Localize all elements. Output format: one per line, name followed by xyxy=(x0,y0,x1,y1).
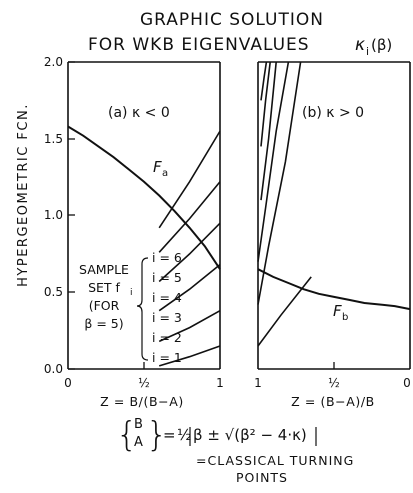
i-label-5: i = 5 xyxy=(152,270,182,285)
fb-curve xyxy=(257,268,411,311)
i-label-1: i = 1 xyxy=(152,350,182,365)
sample-curve-i6 xyxy=(158,130,221,229)
panel-b-x-ticks: 1 ½ 0 xyxy=(254,362,411,390)
formula-equals: = xyxy=(163,426,176,444)
sample-set-brace xyxy=(136,257,149,361)
title-line-1: GRAPHIC SOLUTION xyxy=(140,10,324,30)
panel-b-curve-5 xyxy=(260,61,271,147)
formula-half: ½ xyxy=(177,426,192,444)
sample-curve-i3 xyxy=(158,263,221,312)
panel-b-x-tick-label-1: ½ xyxy=(328,376,340,390)
fb-label-sub: b xyxy=(342,312,348,323)
panel-b-curve-1 xyxy=(257,276,312,347)
panel-b-curve-6 xyxy=(260,61,268,101)
panel-a-x-tick-label-1: ½ xyxy=(138,376,150,390)
y-tick-label-4: 2.0 xyxy=(44,55,63,69)
panel-a-x-tick-label-0: 0 xyxy=(64,376,72,390)
panel-a-x-label: Z = B/(B−A) xyxy=(100,394,184,409)
y-ticks: 0.0 0.5 1.0 1.5 2.0 xyxy=(44,55,75,376)
sample-curve-i5 xyxy=(158,181,221,253)
formula-lhs-bottom: A xyxy=(134,435,143,450)
turning-point-formula: { B A } = ½ β ± √(β² − 4·κ) =CLASSICAL T… xyxy=(116,415,354,485)
fa-label-sub: a xyxy=(162,168,168,179)
i-labels: i = 6 i = 5 i = 4 i = 3 i = 2 i = 1 xyxy=(152,250,182,365)
panel-a-x-ticks: 0 ½ 1 xyxy=(64,362,224,390)
formula-rhs: β ± √(β² − 4·κ) xyxy=(193,426,307,444)
panel-b-label: (b) κ > 0 xyxy=(302,105,364,121)
y-axis-label: HYPERGEOMETRIC FCN. xyxy=(16,103,31,287)
y-tick-label-3: 1.5 xyxy=(44,132,63,146)
sample-set-line-1: SAMPLE xyxy=(79,262,129,277)
panel-a-curves xyxy=(67,125,221,367)
title-line-2: FOR WKB EIGENVALUES xyxy=(88,35,310,55)
panel-b-curve-4 xyxy=(260,61,277,201)
i-label-2: i = 2 xyxy=(152,330,182,345)
formula-lhs-close-brace: } xyxy=(146,415,168,455)
formula-caption-1: =CLASSICAL TURNING xyxy=(196,453,354,468)
y-tick-label-1: 0.5 xyxy=(44,285,63,299)
sample-set-line-2: SET f xyxy=(88,280,120,295)
panel-a-x-tick-label-2: 1 xyxy=(216,376,224,390)
panel-a-label: (a) κ < 0 xyxy=(108,105,170,121)
sample-curve-i2 xyxy=(158,310,221,343)
fa-label: F xyxy=(153,158,162,176)
panel-b-x-tick-label-2: 0 xyxy=(403,376,411,390)
title-kappa: κ xyxy=(355,35,365,55)
sample-set-label: SAMPLE SET f i (FOR β = 5) xyxy=(79,262,132,331)
formula-caption-2: POINTS xyxy=(236,470,288,485)
title-kappa-sub: i xyxy=(366,45,369,58)
i-label-4: i = 4 xyxy=(152,290,182,305)
y-tick-label-2: 1.0 xyxy=(44,208,63,222)
fb-label: F xyxy=(333,302,342,320)
sample-curve-i4 xyxy=(158,222,221,283)
sample-set-sub: i xyxy=(130,288,133,298)
panel-b-x-tick-label-0: 1 xyxy=(254,376,262,390)
y-tick-label-0: 0.0 xyxy=(44,362,63,376)
sample-set-line-4: β = 5) xyxy=(84,316,123,331)
formula-lhs-open-brace: { xyxy=(116,415,138,455)
i-label-6: i = 6 xyxy=(152,250,182,265)
sample-curve-i1 xyxy=(158,345,221,367)
fa-curve xyxy=(67,125,221,270)
i-label-3: i = 3 xyxy=(152,310,182,325)
sample-set-line-3: (FOR xyxy=(89,298,120,313)
title-kappa-arg: (β) xyxy=(371,36,392,54)
panel-b-curves xyxy=(257,61,411,347)
formula-lhs-top: B xyxy=(134,417,143,432)
panel-b-curve-3 xyxy=(257,61,290,262)
panel-b-curve-2 xyxy=(257,61,302,305)
panel-b-x-label: Z = (B−A)/B xyxy=(291,394,375,409)
